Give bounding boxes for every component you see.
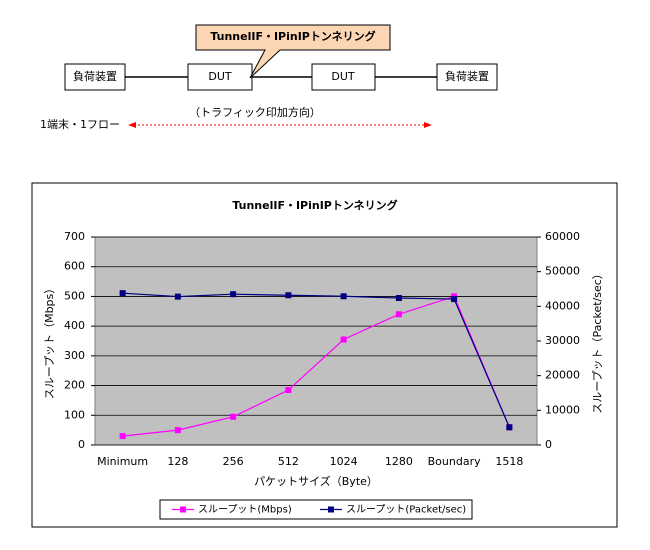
y2-tick-label: 30000	[545, 334, 580, 347]
y-tick-label: 500	[64, 289, 85, 302]
y-tick-label: 300	[64, 349, 85, 362]
marker	[340, 336, 347, 343]
y-axis-label: スループット（Mbps）	[43, 283, 56, 400]
node-box	[436, 63, 498, 91]
y2-tick-label: 0	[545, 438, 552, 451]
marker	[340, 293, 347, 300]
marker	[119, 433, 126, 440]
node-label: DUT	[208, 70, 232, 83]
x-tick-label: Minimum	[97, 455, 148, 468]
x-tick-label: 256	[223, 455, 244, 468]
y-tick-label: 600	[64, 260, 85, 273]
node-label: 負荷装置	[73, 70, 117, 83]
chart-title: TunnelIF・IPinIPトンネリング	[232, 198, 397, 212]
marker	[230, 291, 237, 298]
plot-area	[94, 236, 538, 446]
y2-tick-label: 50000	[545, 265, 580, 278]
y-tick-label: 700	[64, 230, 85, 243]
series-line	[122, 292, 510, 428]
y2-tick-label: 60000	[545, 230, 580, 243]
legend-label: スループット(Mbps)	[198, 504, 292, 516]
marker	[174, 293, 181, 300]
direction-label: （トラフィック印加方向）	[189, 105, 321, 119]
y2-tick-label: 20000	[545, 369, 580, 382]
node-box	[311, 63, 376, 91]
legend	[159, 499, 473, 520]
legend-marker	[180, 506, 186, 513]
x-tick-label: 512	[278, 455, 299, 468]
x-tick-label: Boundary	[428, 455, 481, 468]
x-tick-label: 128	[167, 455, 188, 468]
marker	[395, 311, 402, 318]
y-tick-label: 200	[64, 379, 85, 392]
marker	[230, 413, 237, 420]
node-label: DUT	[331, 70, 355, 83]
marker	[119, 290, 126, 297]
y2-axis-label: スループット（Packet/sec）	[591, 268, 604, 414]
y-tick-label: 100	[64, 408, 85, 421]
node-box	[187, 63, 253, 91]
y-tick-label: 400	[64, 319, 85, 332]
node-label: 負荷装置	[445, 70, 489, 83]
marker	[451, 296, 458, 303]
x-tick-label: 1024	[330, 455, 358, 468]
marker	[285, 292, 292, 299]
node-box	[64, 63, 126, 91]
x-axis-label: パケットサイズ（Byte）	[254, 474, 378, 488]
marker	[506, 424, 513, 431]
y2-tick-label: 40000	[545, 299, 580, 312]
marker	[395, 295, 402, 302]
marker	[285, 387, 292, 394]
x-tick-label: 1518	[495, 455, 523, 468]
flow-label: 1端末・1フロー	[40, 117, 120, 131]
x-tick-label: 1280	[385, 455, 413, 468]
marker	[174, 427, 181, 434]
y-tick-label: 0	[78, 438, 85, 451]
legend-marker	[328, 506, 334, 513]
callout-box	[195, 24, 391, 79]
callout-label: TunnelIF・IPinIPトンネリング	[210, 29, 375, 43]
y2-tick-label: 10000	[545, 403, 580, 416]
legend-label: スループット(Packet/sec)	[346, 504, 466, 516]
chart: 0 100 200 300 400 500 600 700 0 10000 20000 30000 40…	[64, 230, 580, 516]
